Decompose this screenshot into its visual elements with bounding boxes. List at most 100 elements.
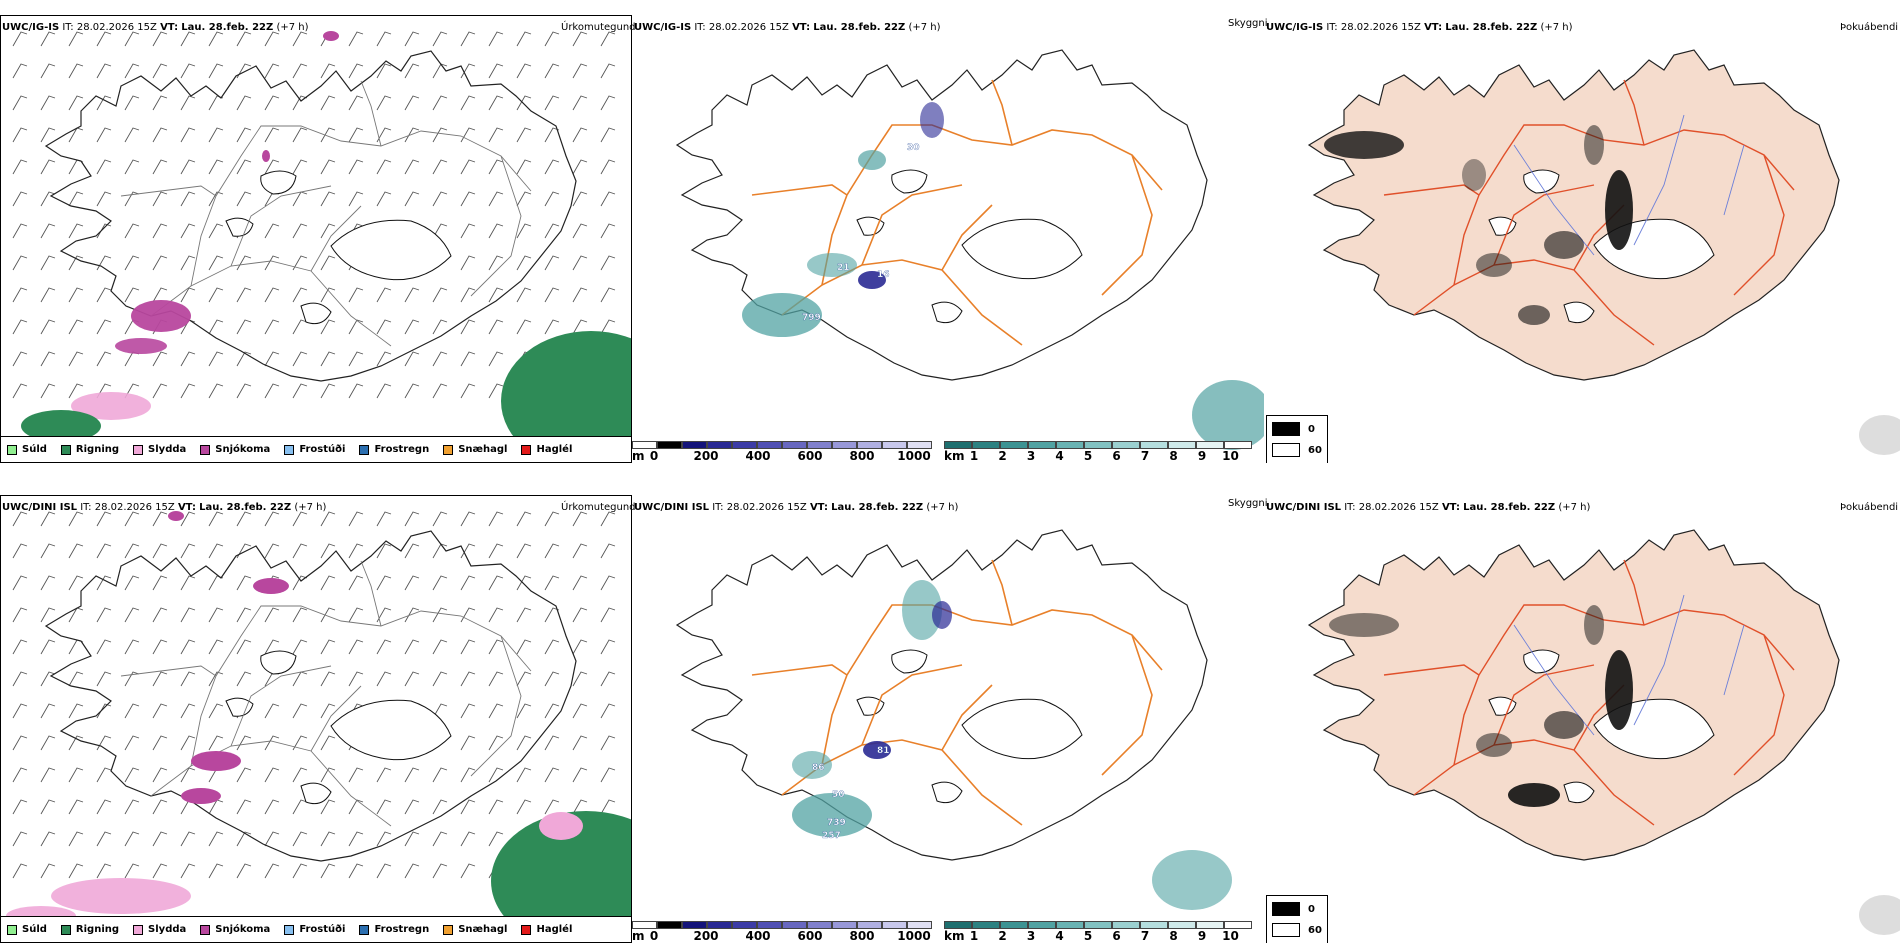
wind-barb: [292, 831, 308, 847]
wind-barb: [208, 127, 224, 143]
wind-barb: [292, 639, 308, 655]
wind-barb: [432, 63, 448, 79]
wind-barb: [348, 639, 364, 655]
wind-barb: [572, 287, 588, 303]
legend-item: Slydda: [133, 444, 186, 455]
wind-barb: [292, 703, 308, 719]
wind-barb: [600, 639, 616, 655]
wind-barb: [376, 351, 392, 367]
wind-barb: [40, 511, 56, 527]
wind-barb: [572, 703, 588, 719]
wind-barb: [404, 159, 420, 175]
wind-barb: [68, 191, 84, 207]
wind-barb: [264, 831, 280, 847]
legend-swatch: [359, 924, 370, 935]
wind-barb: [432, 31, 448, 47]
wind-barb: [348, 31, 364, 47]
wind-barb: [40, 63, 56, 79]
colorbar-segment: [632, 441, 657, 449]
colorbar-tick-label: 200: [693, 929, 719, 943]
wind-barb: [40, 543, 56, 559]
colorbar-segment: [944, 441, 972, 449]
glacier-outline: [260, 650, 297, 675]
wind-barb: [432, 639, 448, 655]
wind-barb: [264, 351, 280, 367]
wind-barb: [208, 159, 224, 175]
wind-barb: [236, 767, 252, 783]
wind-barb: [516, 159, 532, 175]
wind-barb: [180, 287, 196, 303]
fog-index-area: [1584, 605, 1604, 645]
wind-barb: [236, 31, 252, 47]
glacier-outline: [330, 699, 452, 761]
model-name: UWC/DINI ISL: [2, 502, 78, 513]
wind-barb: [404, 191, 420, 207]
legend-label: 60: [1308, 924, 1322, 936]
colorbar-tick-label: 1000: [897, 929, 931, 943]
wind-barb: [152, 287, 168, 303]
colorbar-tick-label: 4: [1055, 449, 1064, 463]
wind-barb: [12, 223, 28, 239]
wind-barb: [96, 351, 112, 367]
wind-barb: [40, 735, 56, 751]
wind-barb: [348, 543, 364, 559]
wind-barb: [264, 255, 280, 271]
wind-barb: [404, 671, 420, 687]
wind-barb: [516, 703, 532, 719]
colorbar-tick-label: 800: [849, 449, 875, 463]
wind-barb: [460, 351, 476, 367]
wind-barb: [404, 31, 420, 47]
wind-barb: [572, 255, 588, 271]
wind-barb: [264, 127, 280, 143]
wind-barb: [572, 799, 588, 815]
colorbar-segment: [832, 921, 857, 929]
wind-barb: [40, 863, 56, 879]
road-line: [1383, 184, 1480, 196]
forecast-step: (+7 h): [276, 22, 309, 33]
glacier-outline: [225, 697, 254, 717]
wind-barb: [600, 319, 616, 335]
wind-barb: [404, 127, 420, 143]
sleet-area: [51, 878, 191, 914]
wind-barb: [40, 223, 56, 239]
legend-item: 0: [1272, 902, 1315, 916]
wind-barb: [348, 95, 364, 111]
legend-item: Súld: [7, 924, 47, 935]
wind-barb: [600, 607, 616, 623]
road-line: [1101, 634, 1153, 776]
visibility-panel-top: 799 16 21 30 m 0 200 400 600 800 1000 km 1 2 3 4 5 6 7 8 9 10: [632, 15, 1264, 463]
wind-barb: [292, 351, 308, 367]
wind-barb: [68, 31, 84, 47]
wind-barb: [348, 127, 364, 143]
colorbar-tick-label: 0: [649, 449, 659, 463]
wind-barb: [124, 671, 140, 687]
wind-barb: [152, 607, 168, 623]
forecast-step: (+7 h): [926, 502, 959, 513]
wind-barb: [292, 63, 308, 79]
fog-index-area: [1476, 733, 1512, 757]
wind-barb: [404, 799, 420, 815]
wind-barb: [40, 607, 56, 623]
fog-index-area: [1605, 650, 1633, 730]
colorbar-segment: [682, 441, 707, 449]
road-line: [991, 559, 1013, 626]
wind-barb: [124, 127, 140, 143]
colorbar-segment: [707, 921, 732, 929]
wind-barb: [68, 639, 84, 655]
colorbar-segment: [757, 921, 782, 929]
wind-barb: [404, 831, 420, 847]
legend-label: 0: [1308, 903, 1315, 915]
wind-barb: [488, 287, 504, 303]
wind-barb: [68, 831, 84, 847]
wind-barb: [432, 383, 448, 399]
wind-barb: [68, 735, 84, 751]
rain-area: [501, 331, 631, 462]
low-ceiling-area: [863, 741, 891, 759]
wind-barb: [152, 127, 168, 143]
forecast-step: (+7 h): [1540, 22, 1573, 33]
colorbar-tick-label: 5: [1083, 929, 1093, 943]
road-line: [821, 604, 1163, 766]
wind-barb: [460, 191, 476, 207]
wind-barb: [40, 191, 56, 207]
wind-barb: [96, 287, 112, 303]
